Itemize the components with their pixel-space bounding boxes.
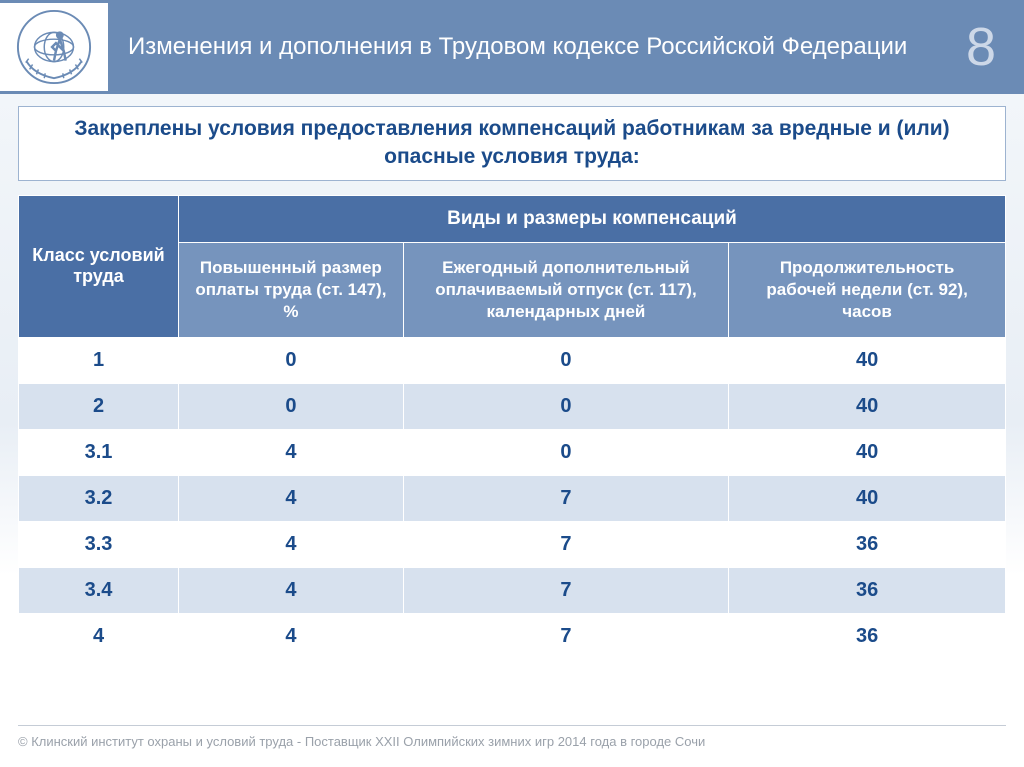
- cell-pay: 0: [179, 383, 404, 429]
- col-header-group: Виды и размеры компенсаций: [179, 195, 1006, 242]
- table-row: 3.4 4 7 36: [19, 567, 1006, 613]
- cell-week: 40: [729, 429, 1006, 475]
- logo-container: [0, 3, 108, 91]
- cell-pay: 4: [179, 567, 404, 613]
- cell-leave: 7: [403, 613, 728, 659]
- table-body: 1 0 0 40 2 0 0 40 3.1 4 0 40 3.2 4 7 40 …: [19, 337, 1006, 659]
- cell-class: 3.4: [19, 567, 179, 613]
- cell-week: 36: [729, 567, 1006, 613]
- cell-pay: 0: [179, 337, 404, 383]
- cell-pay: 4: [179, 429, 404, 475]
- globe-laurel-logo-icon: [15, 8, 93, 86]
- subtitle-text: Закреплены условия предоставления компен…: [74, 117, 949, 168]
- cell-class: 2: [19, 383, 179, 429]
- subtitle-box: Закреплены условия предоставления компен…: [18, 106, 1006, 181]
- cell-leave: 0: [403, 429, 728, 475]
- cell-leave: 7: [403, 521, 728, 567]
- cell-week: 40: [729, 337, 1006, 383]
- cell-leave: 0: [403, 383, 728, 429]
- compensation-table: Класс условий труда Виды и размеры компе…: [18, 195, 1006, 660]
- slide-number: 8: [966, 16, 996, 78]
- table-row: 4 4 7 36: [19, 613, 1006, 659]
- col-header-week: Продолжительность рабочей недели (ст. 92…: [729, 242, 1006, 337]
- cell-class: 3.2: [19, 475, 179, 521]
- col-header-pay: Повышенный размер оплаты труда (ст. 147)…: [179, 242, 404, 337]
- cell-pay: 4: [179, 521, 404, 567]
- table-row: 1 0 0 40: [19, 337, 1006, 383]
- cell-week: 40: [729, 475, 1006, 521]
- table-row: 2 0 0 40: [19, 383, 1006, 429]
- cell-week: 40: [729, 383, 1006, 429]
- cell-leave: 7: [403, 567, 728, 613]
- table-row: 3.3 4 7 36: [19, 521, 1006, 567]
- cell-leave: 0: [403, 337, 728, 383]
- cell-leave: 7: [403, 475, 728, 521]
- cell-week: 36: [729, 521, 1006, 567]
- cell-pay: 4: [179, 475, 404, 521]
- cell-class: 1: [19, 337, 179, 383]
- slide-title: Изменения и дополнения в Трудовом кодекс…: [128, 31, 966, 62]
- cell-pay: 4: [179, 613, 404, 659]
- table-row: 3.1 4 0 40: [19, 429, 1006, 475]
- cell-week: 36: [729, 613, 1006, 659]
- slide-header: Изменения и дополнения в Трудовом кодекс…: [0, 0, 1024, 94]
- col-header-class: Класс условий труда: [19, 195, 179, 337]
- cell-class: 3.3: [19, 521, 179, 567]
- col-header-leave: Ежегодный дополнительный оплачиваемый от…: [403, 242, 728, 337]
- table-row: 3.2 4 7 40: [19, 475, 1006, 521]
- cell-class: 4: [19, 613, 179, 659]
- header-stripe: Изменения и дополнения в Трудовом кодекс…: [108, 3, 1024, 91]
- footer-copyright: © Клинский институт охраны и условий тру…: [18, 725, 1006, 749]
- cell-class: 3.1: [19, 429, 179, 475]
